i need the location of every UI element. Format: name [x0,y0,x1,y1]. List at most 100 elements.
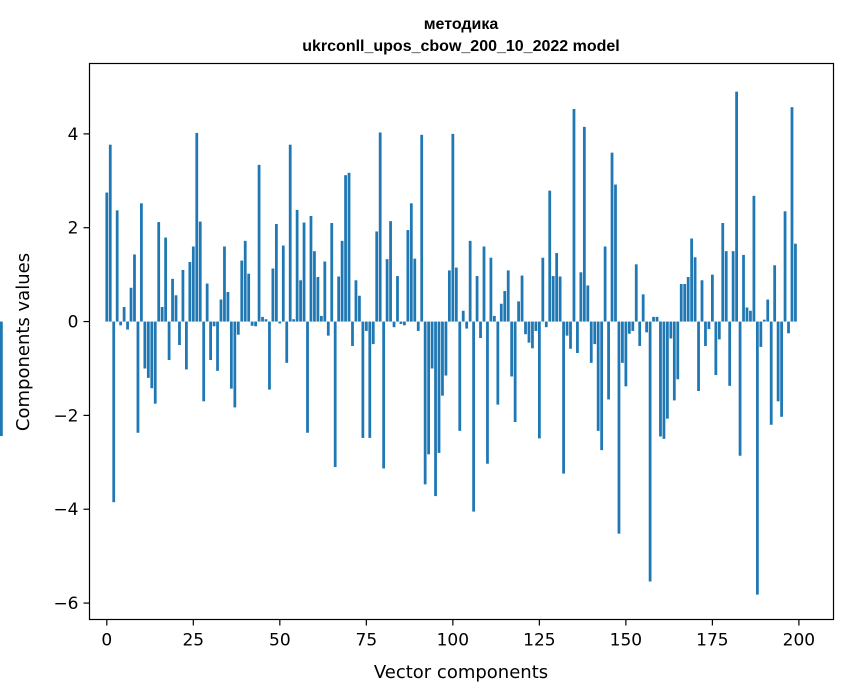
bar-163 [669,321,673,339]
bar-89 [413,258,417,322]
bar-52 [285,321,289,363]
bar-138 [582,126,586,322]
bar-20 [174,295,178,322]
bar-137 [579,272,583,322]
bar-120 [520,275,524,322]
bar-47 [268,321,271,390]
bar-154 [638,321,642,346]
bar-72 [354,280,358,322]
bar-193 [773,265,777,322]
bar-119 [517,301,520,322]
bar-116 [506,270,510,322]
bar-39 [240,260,244,322]
bar-161 [662,321,666,439]
bar-59 [309,215,313,322]
bar-174 [707,321,711,330]
bar-50 [278,321,282,324]
bar-9 [136,321,140,433]
bar-145 [607,321,610,400]
bar-181 [731,251,735,322]
bar-158 [652,316,655,322]
bar-46 [264,319,268,322]
bar-151 [627,321,631,334]
bar-86 [403,321,406,326]
bar-74 [361,321,365,438]
bar-81 [385,259,389,322]
bar-189 [759,321,763,347]
x-tick-label: 175 [696,631,728,651]
y-tick-label: −4 [53,500,78,520]
bars-group [0,91,797,595]
bar-53 [288,144,292,322]
bar-51 [281,245,285,322]
bar-194 [776,321,780,402]
bar-84 [396,276,399,322]
bar-68 [340,240,344,322]
bar-48 [271,268,275,322]
bar-173 [704,321,707,346]
bar-199 [794,243,797,322]
bar-172 [700,280,704,322]
bar-105 [468,240,472,322]
bar-112 [492,315,496,322]
bar-168 [686,276,690,322]
bar-104 [465,321,469,329]
bar-44 [257,164,261,322]
bar-8 [133,254,136,322]
bar-109 [482,246,486,322]
bar-22 [181,269,185,322]
x-tick-label: 100 [437,631,469,651]
bar-94 [430,321,434,369]
bar-93 [427,321,431,455]
bar-176 [714,321,718,376]
bar-149 [621,321,624,363]
bar-190 [762,319,766,322]
bar-67 [337,276,341,322]
bar-69 [344,175,347,322]
bar-6 [126,321,129,330]
bar-126 [541,257,545,322]
bar-186 [749,310,752,322]
bar-45 [261,316,264,322]
bar-97 [441,321,444,396]
bar-156 [645,321,649,333]
bar-37 [233,321,237,408]
bar-19 [171,278,174,322]
plot-frame [88,62,835,621]
bar-113 [496,321,500,405]
bar-17 [164,237,168,322]
bar-25 [191,246,195,322]
bar-82 [389,221,392,322]
bar-148 [617,321,621,534]
bar-60 [313,251,316,322]
bar-91 [420,134,424,322]
bar-133 [565,321,569,336]
bar-184 [742,254,745,322]
bar-4 [119,321,123,326]
bar-70 [347,172,351,322]
bar-5 [122,307,126,322]
x-tick-label: 150 [610,631,642,651]
bar-15 [157,222,161,322]
bar-92 [423,321,427,485]
bar-139 [586,285,590,322]
bar-114 [499,303,503,322]
bar-198 [790,107,794,322]
bar-undefined [0,321,3,437]
bar-1 [108,144,112,322]
bar-103 [461,310,465,322]
chart-title-line-1: методика [424,16,499,33]
bar-140 [589,321,593,363]
bar-29 [205,283,209,322]
bar-77 [371,321,375,345]
bar-175 [711,274,714,322]
bar-143 [600,321,604,451]
bar-83 [392,321,396,328]
bar-43 [254,321,257,327]
bar-87 [406,230,410,322]
bar-73 [358,295,361,322]
bar-54 [292,319,296,322]
bar-61 [316,276,320,322]
bar-33 [219,299,223,322]
